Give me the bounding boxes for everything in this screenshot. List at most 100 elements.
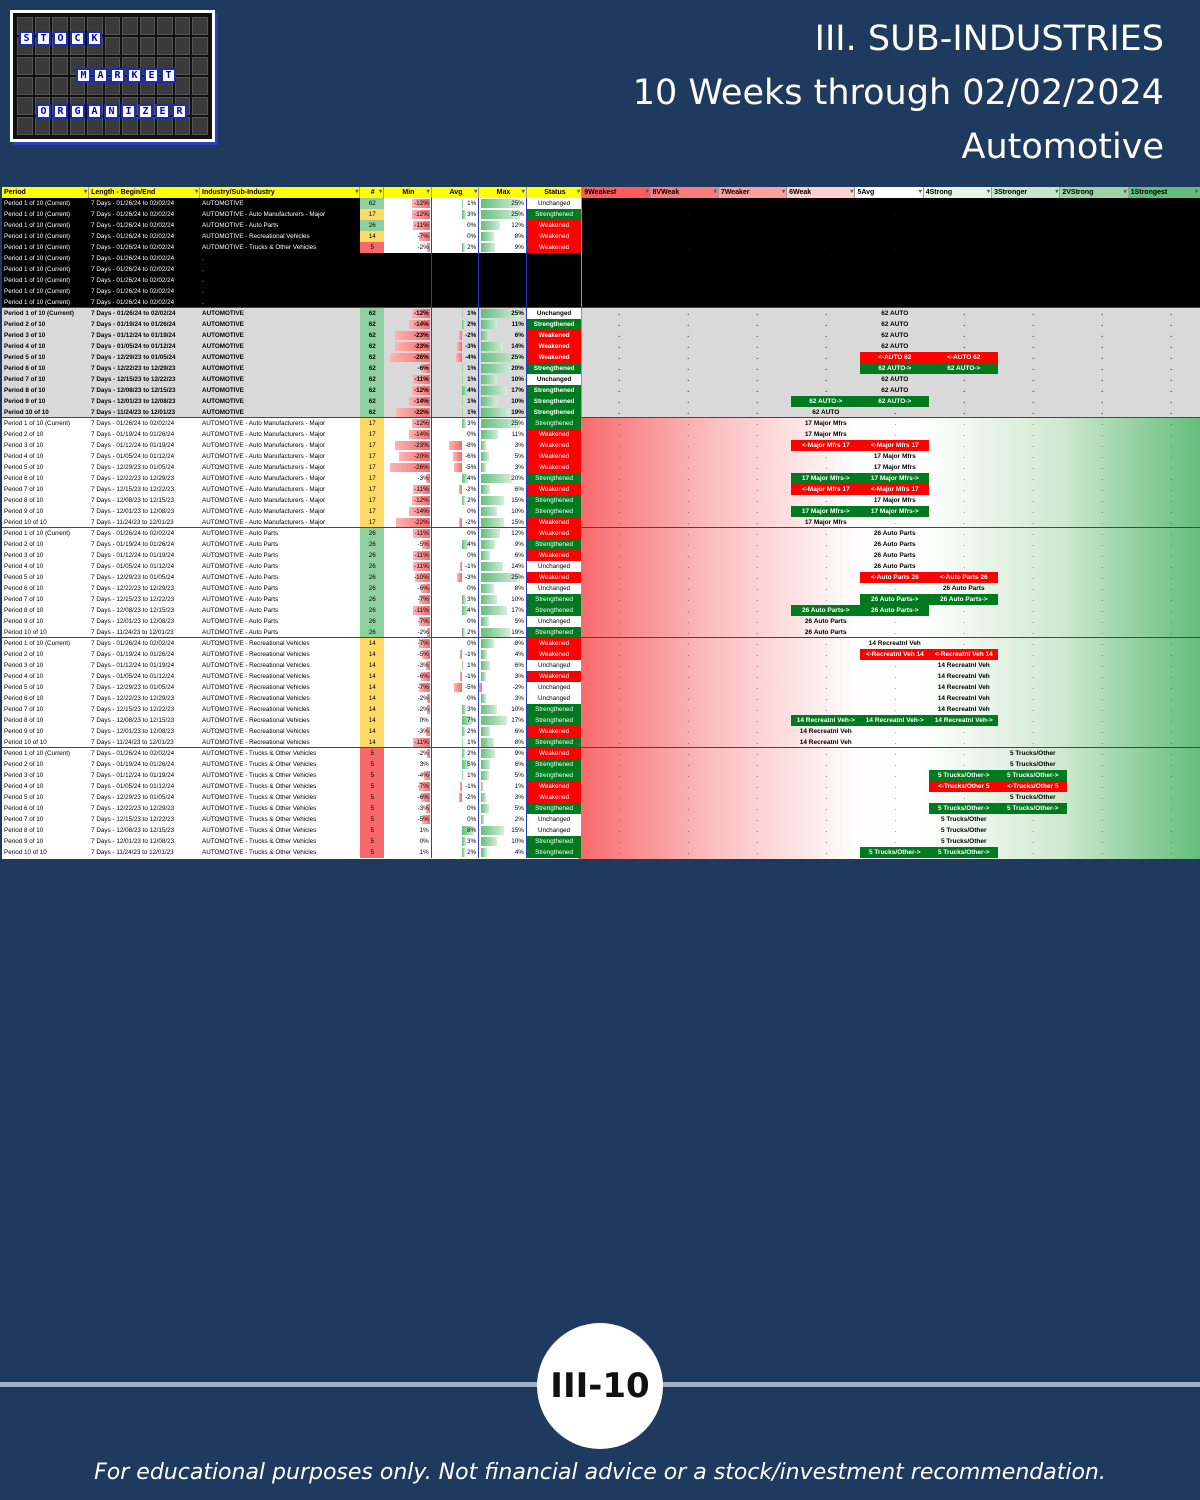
- empty-marker: .: [687, 541, 690, 548]
- value-text: 17%: [511, 387, 524, 394]
- empty-marker: .: [1032, 321, 1035, 328]
- length-cell: 7 Days - 12/08/23 to 12/15/23: [91, 827, 175, 834]
- avg-cell: 2%: [432, 495, 480, 506]
- column-header[interactable]: Avg: [431, 187, 480, 198]
- column-header[interactable]: #: [360, 187, 385, 198]
- column-header[interactable]: Industry/Sub-Industry: [200, 187, 361, 198]
- period-cell: Period 1 of 10 (Current): [4, 222, 71, 229]
- period-cell: Period 1 of 10 (Current): [4, 277, 71, 284]
- length-cell: 7 Days - 01/26/24 to 02/02/24: [91, 211, 175, 218]
- length-cell: 7 Days - 01/26/24 to 02/02/24: [91, 299, 175, 306]
- status-badge: Unchanged: [526, 682, 583, 693]
- empty-marker: .: [756, 453, 759, 460]
- value-text: -2%: [512, 684, 524, 691]
- empty-marker: .: [894, 629, 897, 636]
- max-cell: 25%: [479, 572, 527, 583]
- value-text: 10%: [511, 596, 524, 603]
- data-bar: [461, 606, 468, 615]
- count-cell: 17: [360, 495, 385, 506]
- industry-cell: AUTOMOTIVE: [202, 354, 244, 361]
- table-row: Period 3 of 10 7 Days - 01/12/24 to 01/19…: [2, 330, 1200, 341]
- empty-marker: .: [687, 453, 690, 460]
- value-text: -2%: [417, 695, 429, 702]
- column-header[interactable]: Period: [2, 187, 90, 198]
- column-header[interactable]: 6Weak: [787, 187, 856, 198]
- data-bar: [427, 705, 431, 714]
- value-text: -7%: [417, 596, 429, 603]
- logo-tile: [34, 117, 51, 135]
- industry-cell: .: [202, 266, 204, 273]
- column-header[interactable]: 2VStrong: [1060, 187, 1129, 198]
- empty-marker: .: [963, 563, 966, 570]
- max-cell: [479, 253, 527, 264]
- empty-marker: .: [894, 244, 897, 251]
- empty-marker: .: [963, 519, 966, 526]
- count-cell: 26: [360, 594, 385, 605]
- table-row: Period 6 of 10 7 Days - 12/22/23 to 12/29…: [2, 803, 1200, 814]
- max-cell: 3%: [479, 462, 527, 473]
- logo-letter: Z: [138, 104, 153, 119]
- min-cell: -11%: [384, 220, 432, 231]
- column-header[interactable]: 9Weakest: [582, 187, 651, 198]
- empty-marker: .: [963, 398, 966, 405]
- empty-marker: .: [825, 849, 828, 856]
- column-header[interactable]: 5Avg: [855, 187, 924, 198]
- column-header[interactable]: Min: [384, 187, 432, 198]
- industry-cell: AUTOMOTIVE - Auto Manufacturers - Major: [202, 508, 326, 515]
- industry-cell: .: [202, 299, 204, 306]
- min-cell: -22%: [384, 407, 432, 417]
- empty-marker: .: [687, 244, 690, 251]
- empty-marker: .: [1101, 651, 1104, 658]
- max-cell: 10%: [479, 506, 527, 517]
- table-row: Period 5 of 10 7 Days - 12/29/23 to 01/05…: [2, 352, 1200, 363]
- empty-marker: .: [618, 508, 621, 515]
- empty-marker: .: [1032, 398, 1035, 405]
- value-text: 10%: [511, 376, 524, 383]
- empty-marker: .: [963, 321, 966, 328]
- length-cell: 7 Days - 01/12/24 to 01/19/24: [91, 662, 175, 669]
- min-cell: -26%: [384, 462, 432, 473]
- column-header[interactable]: 7Weaker: [718, 187, 788, 198]
- column-header[interactable]: 3Stronger: [992, 187, 1061, 198]
- rating-label: 5 Trucks/Other: [941, 827, 987, 834]
- empty-marker: .: [687, 838, 690, 845]
- max-cell: 2%: [479, 814, 527, 825]
- empty-marker: .: [618, 783, 621, 790]
- empty-marker: .: [1032, 651, 1035, 658]
- logo-tile: [192, 37, 208, 55]
- column-header[interactable]: Max: [479, 187, 527, 198]
- empty-marker: .: [1170, 772, 1173, 779]
- status-badge: Weakened: [526, 451, 583, 462]
- min-cell: -2%: [384, 748, 432, 759]
- value-text: -7%: [417, 618, 429, 625]
- count-cell: [360, 275, 384, 286]
- column-header[interactable]: 1Strongest: [1128, 187, 1200, 198]
- logo-letter: O: [36, 104, 51, 119]
- empty-marker: .: [1170, 651, 1173, 658]
- min-cell: -11%: [384, 550, 432, 561]
- data-bar: [408, 320, 431, 329]
- value-text: 8%: [467, 827, 477, 834]
- avg-cell: 0%: [432, 616, 480, 627]
- empty-marker: .: [1170, 497, 1173, 504]
- value-text: 2%: [467, 728, 477, 735]
- industry-cell: AUTOMOTIVE - Auto Parts: [202, 585, 279, 592]
- avg-cell: 4%: [432, 539, 480, 550]
- count-cell: 14: [360, 231, 385, 242]
- rating-cells: ..... 14 Recreatnl Veh...: [582, 660, 1200, 671]
- table-row: Period 3 of 10 7 Days - 01/12/24 to 01/19…: [2, 660, 1200, 671]
- table-row: Period 4 of 10 7 Days - 01/05/24 to 01/12…: [2, 781, 1200, 792]
- column-header[interactable]: 4Strong: [923, 187, 993, 198]
- empty-marker: .: [1032, 200, 1035, 207]
- column-header[interactable]: Status: [526, 187, 583, 198]
- table-row: Period 1 of 10 (Current) 7 Days - 01/26/2…: [2, 253, 1200, 264]
- data-bar: [413, 529, 431, 538]
- length-cell: 7 Days - 01/05/24 to 01/12/24: [91, 343, 176, 350]
- column-header[interactable]: 8VWeak: [650, 187, 719, 198]
- data-bar: [427, 749, 431, 758]
- count-cell: 5: [360, 242, 385, 253]
- column-header[interactable]: Length - Begin/End: [89, 187, 200, 198]
- count-cell: 14: [360, 638, 385, 649]
- empty-marker: .: [1032, 365, 1035, 372]
- length-cell: 7 Days - 12/29/23 to 01/05/24: [91, 464, 175, 471]
